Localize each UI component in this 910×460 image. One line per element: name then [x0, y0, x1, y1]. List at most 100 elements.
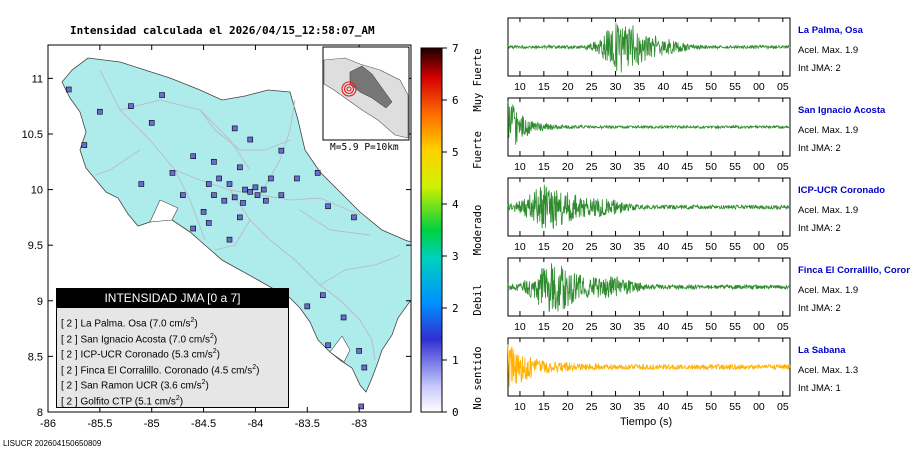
waveform-jma-intensity: Int JMA: 2 [798, 63, 841, 74]
lon-tick-label: -85.5 [87, 418, 112, 430]
legend-row-value: (3.6 cm/s [160, 380, 202, 392]
time-tick-label: 20 [562, 241, 574, 253]
station-marker [211, 158, 217, 165]
station-marker [304, 303, 311, 310]
time-tick-label: 10 [514, 81, 526, 93]
time-tick-label: 25 [586, 81, 598, 93]
station-marker [260, 186, 267, 193]
legend-row-station: San Ignacio Acosta [80, 333, 169, 345]
time-tick-label: 45 [681, 161, 693, 173]
colorbar-tick-label: 1 [452, 354, 459, 367]
time-tick-label: 10 [514, 161, 526, 173]
time-tick-label: 50 [705, 161, 717, 173]
time-tick-label: 35 [634, 401, 646, 413]
station-marker [200, 209, 207, 215]
station-marker [226, 236, 233, 243]
time-tick-label: 55 [729, 161, 741, 173]
time-tick-label: 45 [681, 81, 693, 93]
station-marker [356, 348, 362, 354]
station-marker [205, 181, 212, 187]
lon-tick-label: -86 [40, 418, 56, 430]
time-tick-label: 20 [562, 321, 574, 333]
legend-row-intensity: [ 2 ] [61, 333, 81, 345]
time-tick-label: 35 [634, 161, 646, 173]
station-marker [169, 170, 176, 176]
lon-tick-label: -83 [351, 418, 367, 430]
time-tick-label: 50 [705, 321, 717, 333]
station-marker [226, 181, 233, 187]
colorbar-gradient [420, 47, 443, 413]
lat-tick-label: 10 [31, 185, 43, 197]
lat-tick-label: 8.5 [28, 351, 43, 363]
time-tick-label: 05 [777, 81, 789, 93]
legend-row-intensity: [ 2 ] [61, 349, 81, 361]
inset-label: M=5.9 P=10km [330, 142, 399, 153]
legend-row-station: San Ramon UCR [80, 380, 161, 392]
station-marker [211, 192, 217, 198]
station-marker [231, 125, 238, 132]
time-tick-label: 05 [777, 321, 789, 333]
legend-row-intensity: [ 2 ] [61, 364, 81, 376]
map-title: Intensidad calculada el 2026/04/15_12:58… [70, 24, 375, 37]
station-marker [247, 136, 254, 143]
waveform-panel: 10 15 20 25 30 35 40 45 50 55 00 05 [507, 17, 791, 93]
station-marker [180, 192, 186, 198]
time-tick-label: 15 [538, 81, 550, 93]
legend-row-intensity: [ 2 ] [61, 318, 81, 330]
lat-tick-label: 11 [32, 73, 43, 85]
waveform-station-name: La Sabana [798, 345, 846, 356]
intensity-legend: INTENSIDAD JMA [0 a 7] [ 2 ] La Palma. O… [56, 288, 289, 408]
time-tick-label: 45 [681, 401, 693, 413]
station-marker [262, 197, 269, 204]
legend-row: [ 2 ] Golfito CTP (5.1 cm/s2) [61, 394, 184, 407]
time-tick-label: 00 [753, 241, 765, 253]
lon-tick-label: -84.5 [191, 418, 216, 430]
time-tick-label: 30 [610, 81, 622, 93]
waveform-panel: 10 15 20 25 30 35 40 45 50 55 00 05 [507, 257, 791, 333]
time-tick-label: 15 [538, 161, 550, 173]
time-tick-label: 30 [610, 241, 622, 253]
waveform-peak-accel: Acel. Max. 1.9 [798, 285, 859, 296]
station-marker [159, 92, 165, 98]
colorbar-tick-label: 5 [452, 146, 459, 159]
station-marker [320, 292, 326, 299]
colorbar-tick-label: 4 [452, 198, 459, 211]
station-marker [148, 120, 155, 126]
time-tick-label: 20 [562, 81, 574, 93]
time-tick-label: 40 [657, 401, 669, 413]
waveform-jma-intensity: Int JMA: 2 [798, 143, 841, 154]
waveform-panel: 10 15 20 25 30 35 40 45 50 55 00 05 [507, 177, 791, 253]
waveform-peak-accel: Acel. Max. 1.9 [798, 125, 859, 136]
station-marker [351, 214, 357, 221]
station-marker [240, 200, 246, 206]
waveform-station-name: Finca El Corralillo, Coronado [798, 265, 910, 276]
waveform-jma-intensity: Int JMA: 2 [798, 223, 841, 234]
lat-tick-label: 10.5 [22, 129, 43, 141]
time-tick-label: 40 [657, 241, 669, 253]
time-tick-label: 05 [777, 161, 789, 173]
time-tick-label: 45 [681, 321, 693, 333]
legend-row-value: (7.0 cm/s [149, 318, 191, 330]
legend-row-station: Finca El Corralillo. Coronado [80, 364, 212, 376]
waveform-station-name: La Palma, Osa [798, 25, 863, 36]
lon-tick-label: -85 [144, 418, 160, 430]
station-marker [278, 147, 285, 154]
station-marker [221, 197, 228, 204]
time-tick-label: 05 [777, 241, 789, 253]
station-marker [278, 192, 285, 198]
time-tick-label: 00 [753, 321, 765, 333]
time-axis-label: Tiempo (s) [620, 416, 673, 428]
station-marker [231, 194, 238, 201]
colorbar-tick-label: 0 [452, 406, 459, 419]
waveform-trace [507, 23, 791, 73]
station-marker [325, 203, 331, 210]
time-tick-label: 25 [586, 161, 598, 173]
epicenter-icon [341, 81, 357, 97]
time-tick-label: 50 [705, 241, 717, 253]
station-marker [65, 86, 72, 93]
footer-id: LISUCR 202604150650809 [3, 439, 102, 448]
station-marker [294, 175, 300, 182]
waveform-trace [507, 344, 791, 388]
